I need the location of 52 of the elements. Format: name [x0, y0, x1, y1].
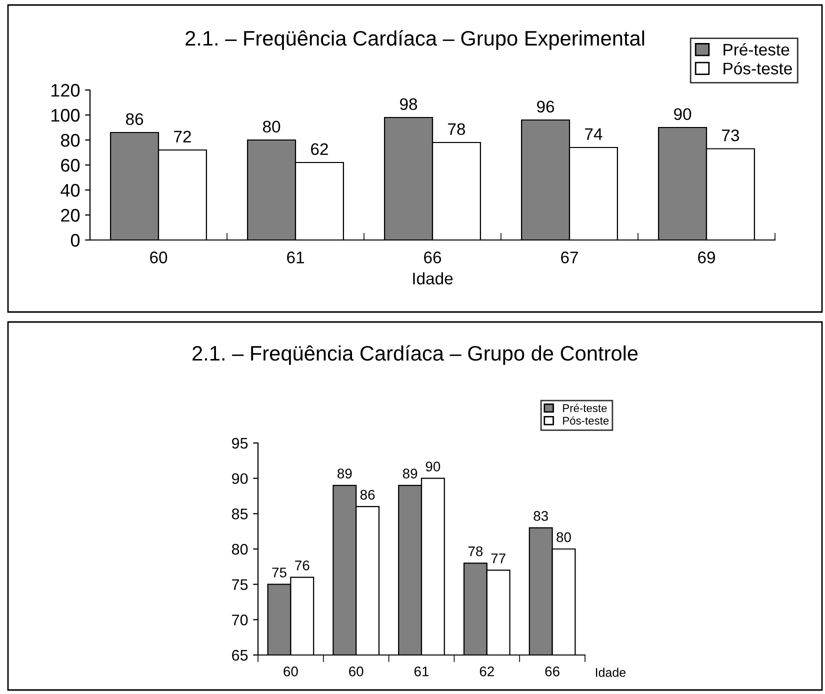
y-tick-label: 70 [232, 614, 248, 626]
data-label: 98 [400, 98, 418, 110]
legend-label: Pós-teste [563, 416, 609, 425]
y-tick-label: 85 [232, 508, 248, 520]
data-label: 89 [402, 468, 418, 478]
x-tick-label: 60 [150, 252, 168, 264]
y-tick-label: 75 [232, 579, 248, 590]
y-tick-label: 0 [70, 234, 80, 247]
data-label: 96 [537, 100, 554, 113]
x-tick-label: 61 [414, 666, 429, 676]
y-tick-label: 20 [61, 208, 80, 222]
data-label: 83 [534, 511, 548, 521]
data-label: 78 [448, 123, 466, 136]
data-label: 90 [674, 108, 692, 120]
y-tick-label: 120 [52, 84, 80, 97]
data-label: 90 [426, 462, 440, 472]
x-axis-title: Idade [413, 272, 453, 284]
y-tick-label: 95 [232, 438, 248, 449]
data-label: 75 [272, 568, 286, 578]
data-label: 80 [556, 532, 571, 542]
y-tick-label: 80 [60, 134, 80, 147]
data-label: 89 [338, 468, 352, 478]
data-label: 76 [295, 560, 310, 570]
data-label: 62 [311, 143, 328, 156]
legend-label: Pré-teste [724, 43, 790, 56]
x-tick-label: 61 [287, 252, 304, 264]
x-tick-label: 60 [284, 666, 298, 676]
chart-title: 2.1. – Freqüência Cardíaca – Grupo Experimental [186, 30, 644, 50]
data-label: 74 [585, 128, 602, 140]
data-label: 86 [126, 113, 144, 126]
y-tick-label: 80 [232, 544, 248, 555]
x-tick-label: 60 [349, 666, 364, 676]
y-tick-label: 90 [232, 473, 248, 484]
x-tick-label: 66 [545, 666, 560, 676]
x-tick-label: 69 [698, 252, 715, 264]
y-tick-label: 40 [60, 184, 80, 197]
x-tick-label: 67 [561, 252, 578, 264]
chart-title: 2.1. – Freqüência Cardíaca – Grupo de Controle [192, 345, 638, 365]
x-tick-label: 66 [424, 252, 442, 264]
x-axis-title: Idade [596, 668, 626, 677]
data-label: 72 [174, 130, 191, 142]
data-label: 77 [491, 554, 506, 564]
data-label: 80 [262, 120, 280, 133]
data-label: 86 [360, 490, 375, 500]
data-label: 73 [722, 129, 740, 142]
y-tick-label: 100 [52, 108, 80, 122]
y-tick-label: 65 [232, 650, 248, 661]
x-tick-label: 62 [480, 666, 494, 676]
data-label: 78 [468, 546, 483, 556]
y-tick-label: 60 [61, 158, 80, 172]
legend-label: Pré-teste [563, 404, 607, 412]
legend-label: Pós-teste [724, 62, 792, 74]
